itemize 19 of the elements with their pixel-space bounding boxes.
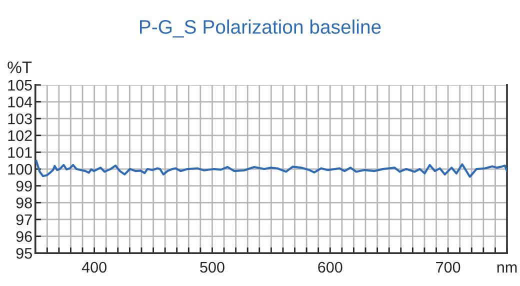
x-tick-label: 600 <box>318 262 342 273</box>
x-tick-label: 700 <box>436 262 460 273</box>
chart-title: P-G_S Polarization baseline <box>140 20 381 38</box>
y-tick-label: 95 <box>16 248 32 259</box>
y-tick-label: 105 <box>8 80 32 91</box>
y-tick-label: 102 <box>8 130 32 142</box>
y-tick-label: 103 <box>8 113 32 124</box>
x-tick-label: nm <box>497 264 517 273</box>
y-tick-label: 104 <box>8 96 32 108</box>
y-tick-label: 98 <box>16 198 32 208</box>
y-tick-label: 99 <box>16 180 32 192</box>
y-tick-label: 96 <box>16 231 32 242</box>
y-axis-title: %T <box>8 62 32 74</box>
y-tick-label: 101 <box>8 147 32 158</box>
y-tick-label: 100 <box>8 164 32 175</box>
x-tick-label: 500 <box>200 262 224 273</box>
y-tick-label: 97 <box>16 214 32 226</box>
x-tick-label: 400 <box>82 262 106 273</box>
line-series <box>35 160 507 178</box>
